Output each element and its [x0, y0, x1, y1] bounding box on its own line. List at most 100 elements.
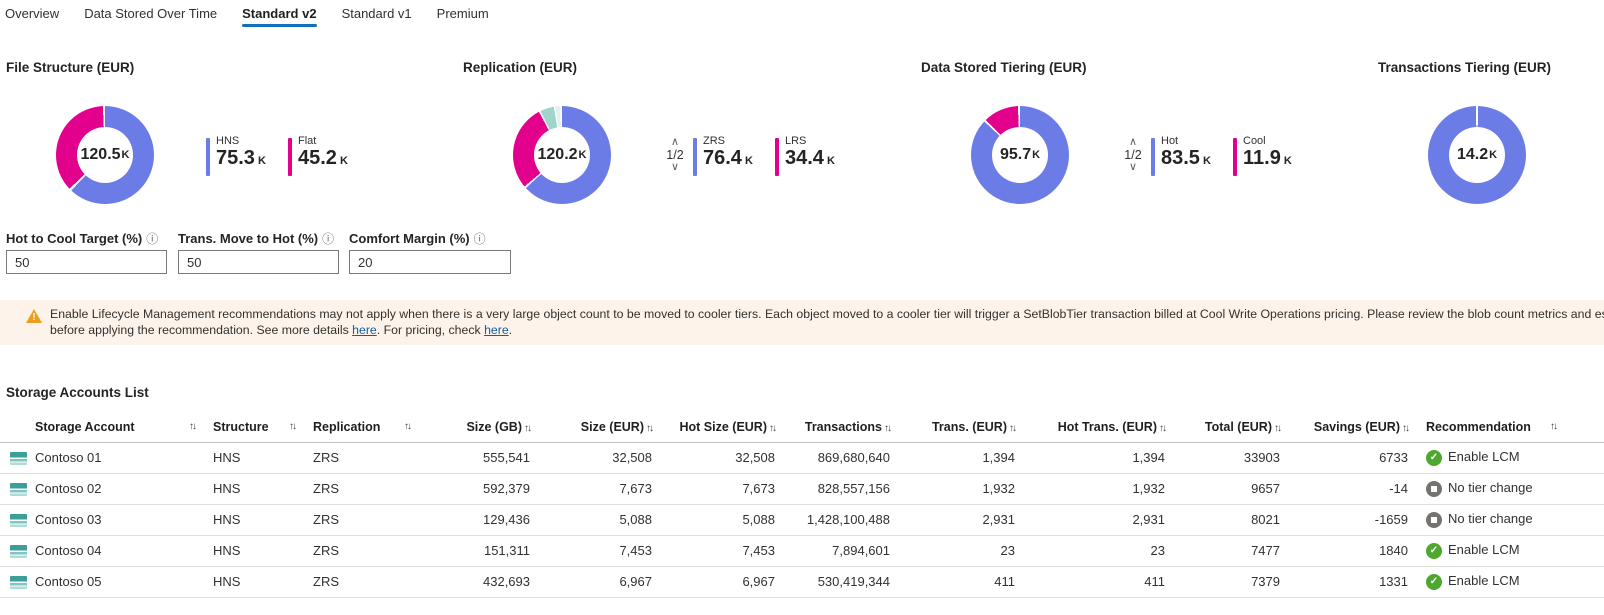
col-header-replication[interactable]: Replication ↑↓ — [305, 412, 420, 443]
sort-icon[interactable]: ↑↓ — [524, 422, 532, 434]
sort-icon[interactable]: ↑↓ — [404, 421, 412, 433]
hot-to-cool-target-input[interactable] — [6, 250, 167, 274]
col-header-size-gb[interactable]: Size (GB) ↑↓ — [420, 412, 538, 443]
chevron-up-icon[interactable]: ∧ — [670, 136, 680, 148]
sort-icon[interactable]: ↑↓ — [1550, 421, 1558, 433]
legend-item-cool[interactable]: Cool 11.9 K — [1233, 135, 1315, 176]
structure-value: HNS — [205, 473, 305, 505]
table-row[interactable]: Contoso 04 HNS ZRS 151,311 7,453 7,453 7,894,6… — [0, 535, 1604, 567]
hot-size-eur-value: 5,088 — [660, 504, 783, 536]
storage-account-icon — [10, 576, 27, 590]
storage-account-name: Contoso 02 — [30, 473, 205, 505]
recommendation-label: No tier change — [1448, 480, 1533, 496]
tab-standard-v2[interactable]: Standard v2 — [242, 0, 317, 32]
info-icon[interactable]: ⓘ — [322, 232, 335, 246]
col-header-total-eur[interactable]: Total (EUR) ↑↓ — [1173, 412, 1288, 443]
legend-item-hns[interactable]: HNS 75.3 K — [206, 135, 288, 176]
hot-trans-eur-value: 23 — [1023, 535, 1173, 567]
legend-label: LRS — [785, 134, 807, 147]
legend-swatch — [1233, 137, 1237, 176]
sort-icon[interactable]: ↑↓ — [884, 422, 892, 434]
donut-replication[interactable]: 120.2 K — [513, 106, 611, 204]
comfort-margin-label: Comfort Margin (%) ⓘ — [349, 231, 486, 246]
storage-account-icon — [10, 483, 27, 497]
details-link[interactable]: here — [352, 322, 377, 337]
col-header-savings-eur[interactable]: Savings (EUR) ↑↓ — [1288, 412, 1416, 443]
recommendation-cell: No tier change — [1416, 473, 1604, 505]
tab-data-stored-over-time[interactable]: Data Stored Over Time — [84, 6, 218, 21]
donut-file-structure[interactable]: 120.5 K — [56, 106, 154, 204]
sort-icon[interactable]: ↑↓ — [289, 421, 297, 433]
hot-trans-eur-value: 411 — [1023, 566, 1173, 598]
hot-trans-eur-value: 1,932 — [1023, 473, 1173, 505]
no-tier-change-icon — [1426, 480, 1442, 497]
pager-label: 1/2 — [666, 148, 684, 162]
savings-eur-value: 6733 — [1288, 442, 1416, 474]
size-gb-value: 129,436 — [420, 504, 538, 536]
sort-icon[interactable]: ↑↓ — [1009, 422, 1017, 434]
col-header-structure[interactable]: Structure ↑↓ — [205, 412, 305, 443]
chevron-down-icon[interactable]: ∨ — [1128, 161, 1138, 173]
legend-item-hot[interactable]: Hot 83.5 K — [1151, 135, 1233, 176]
hot-to-cool-target-label: Hot to Cool Target (%) ⓘ — [6, 231, 159, 246]
trans-eur-value: 2,931 — [898, 504, 1023, 536]
lcm-warning-banner: Enable Lifecycle Management recommendati… — [0, 300, 1604, 345]
chart-title: Replication (EUR) — [463, 60, 578, 75]
chevron-down-icon[interactable]: ∨ — [670, 161, 680, 173]
col-header-hot-size-eur[interactable]: Hot Size (EUR) ↑↓ — [660, 412, 783, 443]
storage-account-name: Contoso 04 — [30, 535, 205, 567]
pager-label: 1/2 — [1124, 148, 1142, 162]
donut-data-stored-tiering[interactable]: 95.7 K — [971, 106, 1069, 204]
table-row[interactable]: Contoso 05 HNS ZRS 432,693 6,967 6,967 530,419… — [0, 566, 1604, 598]
table-row[interactable]: Contoso 01 HNS ZRS 555,541 32,508 32,508 869,6… — [0, 442, 1604, 474]
col-header-trans-eur[interactable]: Trans. (EUR) ↑↓ — [898, 412, 1023, 443]
legend-pager: ∧ 1/2 ∨ — [1121, 137, 1145, 173]
comfort-margin-input[interactable] — [349, 250, 511, 274]
total-eur-value: 7477 — [1173, 535, 1288, 567]
col-header-size-eur[interactable]: Size (EUR) ↑↓ — [538, 412, 660, 443]
hot-size-eur-value: 32,508 — [660, 442, 783, 474]
tab-overview[interactable]: Overview — [5, 6, 60, 21]
col-header-storage-account[interactable]: Storage Account ↑↓ — [30, 412, 205, 443]
info-icon[interactable]: ⓘ — [146, 232, 159, 246]
sort-icon[interactable]: ↑↓ — [189, 421, 197, 433]
tab-premium[interactable]: Premium — [436, 6, 489, 21]
col-header-recommendation[interactable]: Recommendation ↑↓ — [1416, 412, 1604, 443]
donut-transactions-tiering[interactable]: 14.2 K — [1428, 106, 1526, 204]
storage-account-name: Contoso 03 — [30, 504, 205, 536]
sort-icon[interactable]: ↑↓ — [1274, 422, 1282, 434]
trans-move-to-hot-label: Trans. Move to Hot (%) ⓘ — [178, 231, 335, 246]
legend-swatch — [1151, 137, 1155, 176]
storage-account-icon — [10, 452, 27, 466]
sort-icon[interactable]: ↑↓ — [646, 422, 654, 434]
chart-transactions-tiering: Transactions Tiering (EUR) 14.2 K — [1378, 60, 1604, 204]
legend-item-zrs[interactable]: ZRS 76.4 K — [693, 135, 775, 176]
trans-move-to-hot-input[interactable] — [178, 250, 339, 274]
tab-standard-v1[interactable]: Standard v1 — [341, 6, 412, 21]
check-circle-icon: ✓ — [1426, 449, 1442, 466]
chart-title: Transactions Tiering (EUR) — [1378, 60, 1552, 75]
legend-item-flat[interactable]: Flat 45.2 K — [288, 135, 370, 176]
table-row[interactable]: Contoso 03 HNS ZRS 129,436 5,088 5,088 1,428,1… — [0, 504, 1604, 536]
chevron-up-icon[interactable]: ∧ — [1128, 136, 1138, 148]
chart-data-stored-tiering: Data Stored Tiering (EUR) 95.7 K ∧ 1/2 ∨ … — [921, 60, 1321, 204]
sort-icon[interactable]: ↑↓ — [1159, 422, 1167, 434]
legend-label: ZRS — [703, 134, 725, 147]
legend-value: 34.4 K — [785, 146, 835, 169]
legend-item-lrs[interactable]: LRS 34.4 K — [775, 135, 857, 176]
size-eur-value: 32,508 — [538, 442, 660, 474]
info-icon[interactable]: ⓘ — [473, 232, 486, 246]
sort-icon[interactable]: ↑↓ — [1402, 422, 1410, 434]
recommendation-cell: ✓ Enable LCM — [1416, 566, 1604, 598]
col-header-transactions[interactable]: Transactions ↑↓ — [783, 412, 898, 443]
sort-icon[interactable]: ↑↓ — [769, 422, 777, 434]
legend: ZRS 76.4 K LRS 34.4 K — [693, 135, 857, 176]
tab-bar: Overview Data Stored Over Time Standard … — [0, 0, 1604, 32]
recommendation-cell: No tier change — [1416, 504, 1604, 536]
col-header-hot-trans-eur[interactable]: Hot Trans. (EUR) ↑↓ — [1023, 412, 1173, 443]
table-row[interactable]: Contoso 02 HNS ZRS 592,379 7,673 7,673 828,557… — [0, 473, 1604, 505]
no-tier-change-icon — [1426, 511, 1442, 528]
pricing-link[interactable]: here — [484, 322, 509, 337]
warning-text: Enable Lifecycle Management recommendati… — [50, 307, 1604, 337]
